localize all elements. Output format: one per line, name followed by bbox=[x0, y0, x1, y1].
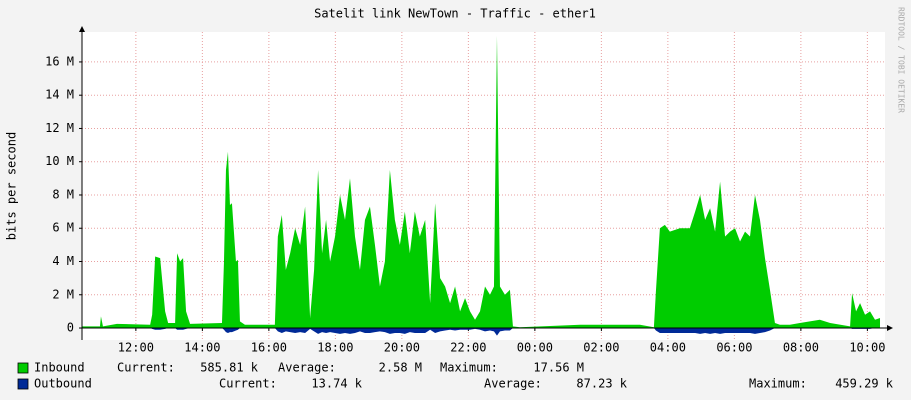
watermark: RRDTOOL / TOBI OETIKER bbox=[897, 7, 906, 113]
x-tick-label: 02:00 bbox=[583, 341, 619, 355]
chart-title: Satelit link NewTown - Traffic - ether1 bbox=[314, 7, 596, 21]
x-tick-label: 20:00 bbox=[384, 341, 420, 355]
area bbox=[82, 328, 881, 336]
stat-label: Maximum: bbox=[749, 377, 807, 391]
stat-value: 585.81 k bbox=[200, 361, 259, 375]
legend-label: Outbound bbox=[34, 377, 92, 391]
y-tick-label: 14 M bbox=[45, 88, 74, 102]
x-tick-label: 16:00 bbox=[251, 341, 287, 355]
y-tick-label: 6 M bbox=[52, 221, 74, 235]
stat-label: Average: bbox=[484, 377, 542, 391]
y-tick-label: 16 M bbox=[45, 54, 74, 68]
y-tick-label: 12 M bbox=[45, 121, 74, 135]
stat-value: 13.74 k bbox=[311, 377, 362, 391]
y-axis-arrow bbox=[79, 26, 85, 32]
stat-label: Maximum: bbox=[440, 361, 498, 375]
x-tick-label: 10:00 bbox=[849, 341, 885, 355]
y-tick-label: 2 M bbox=[52, 287, 74, 301]
legend-label: Inbound bbox=[34, 361, 85, 375]
x-tick-label: 04:00 bbox=[650, 341, 686, 355]
x-tick-label: 12:00 bbox=[118, 341, 154, 355]
stat-value: 2.58 M bbox=[379, 361, 422, 375]
stat-label: Current: bbox=[117, 361, 175, 375]
x-tick-label: 18:00 bbox=[317, 341, 353, 355]
x-tick-label: 14:00 bbox=[184, 341, 220, 355]
y-tick-label: 0 bbox=[67, 321, 74, 335]
stat-value: 87.23 k bbox=[576, 377, 627, 391]
x-tick-label: 08:00 bbox=[783, 341, 819, 355]
legend-swatch bbox=[17, 378, 29, 390]
y-axis-label: bits per second bbox=[5, 132, 19, 240]
legend-swatch bbox=[17, 362, 29, 374]
stat-value: 459.29 k bbox=[835, 377, 894, 391]
y-tick-label: 4 M bbox=[52, 254, 74, 268]
x-tick-label: 06:00 bbox=[716, 341, 752, 355]
x-tick-label: 22:00 bbox=[450, 341, 486, 355]
x-tick-label: 00:00 bbox=[517, 341, 553, 355]
y-tick-label: 10 M bbox=[45, 154, 74, 168]
y-tick-label: 8 M bbox=[52, 187, 74, 201]
area bbox=[82, 35, 881, 329]
stat-label: Current: bbox=[219, 377, 277, 391]
x-axis-arrow bbox=[887, 325, 893, 332]
stat-label: Average: bbox=[278, 361, 336, 375]
stat-value: 17.56 M bbox=[533, 361, 584, 375]
